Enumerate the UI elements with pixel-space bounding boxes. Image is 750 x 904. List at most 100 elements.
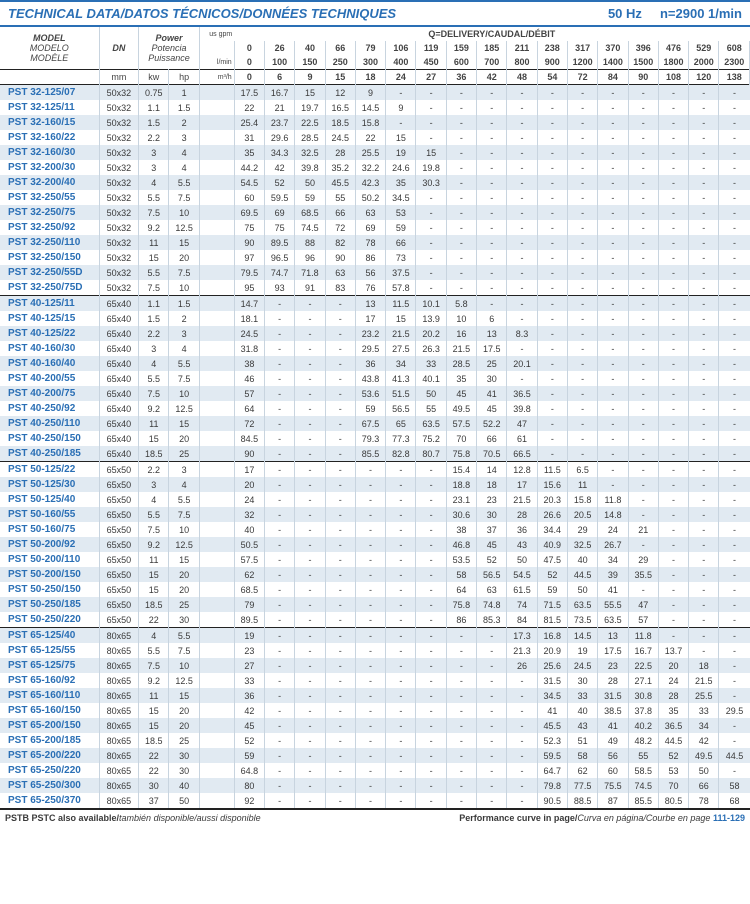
data-cell: - [628, 416, 658, 431]
data-cell: 80.5 [658, 793, 688, 809]
data-cell: 64.8 [234, 763, 264, 778]
data-cell: - [658, 537, 688, 552]
flow-header-cell: 79 [355, 41, 385, 55]
data-cell: - [658, 567, 688, 582]
data-cell: - [537, 85, 567, 101]
data-cell: 74.5 [295, 220, 325, 235]
data-cell: 35 [386, 175, 416, 190]
flow-header-cell: 900 [537, 55, 567, 70]
data-cell: 5.5 [139, 265, 169, 280]
data-cell: 42 [234, 703, 264, 718]
data-cell: - [265, 401, 295, 416]
data-cell: 50 [689, 763, 719, 778]
data-cell: - [628, 250, 658, 265]
data-cell: 40 [169, 778, 199, 793]
data-cell: - [719, 552, 750, 567]
data-cell [199, 265, 234, 280]
data-cell: 43.8 [355, 371, 385, 386]
data-cell: 36.5 [658, 718, 688, 733]
data-cell: 20 [169, 431, 199, 446]
data-cell: 15 [139, 582, 169, 597]
data-cell: 17.5 [598, 643, 628, 658]
data-cell: - [507, 175, 537, 190]
data-cell: 75.2 [416, 431, 446, 446]
data-cell: - [265, 582, 295, 597]
data-cell: - [658, 522, 688, 537]
data-cell: 12.5 [169, 401, 199, 416]
data-cell: - [295, 703, 325, 718]
data-cell: 80x65 [99, 748, 139, 763]
data-cell: 79.3 [355, 431, 385, 446]
data-cell: 34 [598, 552, 628, 567]
data-cell: 72 [234, 416, 264, 431]
data-cell: - [355, 612, 385, 628]
data-cell: - [598, 205, 628, 220]
data-cell: - [416, 265, 446, 280]
data-cell: 50x32 [99, 85, 139, 101]
data-cell [199, 100, 234, 115]
data-cell: 30 [477, 371, 507, 386]
data-cell: 39.8 [507, 401, 537, 416]
data-cell: - [295, 296, 325, 312]
data-cell: 39.8 [295, 160, 325, 175]
data-cell: 34 [689, 718, 719, 733]
data-cell: 90 [234, 235, 264, 250]
data-cell: 79.8 [537, 778, 567, 793]
data-cell [199, 446, 234, 462]
data-cell: - [719, 326, 750, 341]
data-cell: - [628, 100, 658, 115]
model-cell: PST 32-125/11 [0, 100, 99, 115]
data-cell: - [295, 763, 325, 778]
data-cell: - [477, 296, 507, 312]
data-cell: 42 [689, 733, 719, 748]
data-cell: 59 [537, 582, 567, 597]
data-cell: 68.5 [234, 582, 264, 597]
data-cell: 50x32 [99, 205, 139, 220]
data-cell: 48.2 [628, 733, 658, 748]
data-cell: 34 [386, 356, 416, 371]
data-cell: - [658, 265, 688, 280]
table-row: PST 65-200/22080x65223059---------59.558… [0, 748, 750, 763]
data-cell: 7.5 [169, 371, 199, 386]
flow-header-cell: 700 [477, 55, 507, 70]
data-cell [199, 492, 234, 507]
data-cell: - [689, 537, 719, 552]
data-cell: - [689, 477, 719, 492]
data-cell: 5.5 [169, 628, 199, 644]
data-cell: - [477, 703, 507, 718]
data-cell: - [598, 462, 628, 478]
data-cell: - [537, 401, 567, 416]
data-cell: 78 [355, 235, 385, 250]
flow-header-cell: 138 [719, 70, 750, 85]
data-cell: 51 [567, 733, 597, 748]
flow-header-cell: 150 [295, 55, 325, 70]
data-cell: - [628, 85, 658, 101]
data-cell: - [295, 778, 325, 793]
data-cell: - [537, 115, 567, 130]
data-cell: - [295, 748, 325, 763]
data-cell: 60 [598, 763, 628, 778]
data-cell: 4 [139, 628, 169, 644]
data-cell: - [567, 205, 597, 220]
data-cell: 41.3 [386, 371, 416, 386]
data-cell: 28 [325, 145, 355, 160]
data-cell [199, 311, 234, 326]
data-cell [199, 733, 234, 748]
flow-header-cell: 529 [689, 41, 719, 55]
data-cell: - [628, 280, 658, 296]
table-row: PST 50-125/4065x5045.524------23.12321.5… [0, 492, 750, 507]
data-cell: 62 [234, 567, 264, 582]
table-row: PST 32-250/5550x325.57.56059.5595550.234… [0, 190, 750, 205]
data-cell: 2 [169, 115, 199, 130]
data-cell: - [416, 763, 446, 778]
data-cell: - [537, 446, 567, 462]
data-cell: - [598, 477, 628, 492]
data-cell: - [477, 235, 507, 250]
data-cell [199, 326, 234, 341]
table-row: PST 32-250/15050x3215209796.596908673---… [0, 250, 750, 265]
data-cell: 24 [658, 673, 688, 688]
data-cell: 35.2 [325, 160, 355, 175]
data-cell: - [507, 265, 537, 280]
data-cell: - [446, 778, 476, 793]
data-cell [199, 296, 234, 312]
